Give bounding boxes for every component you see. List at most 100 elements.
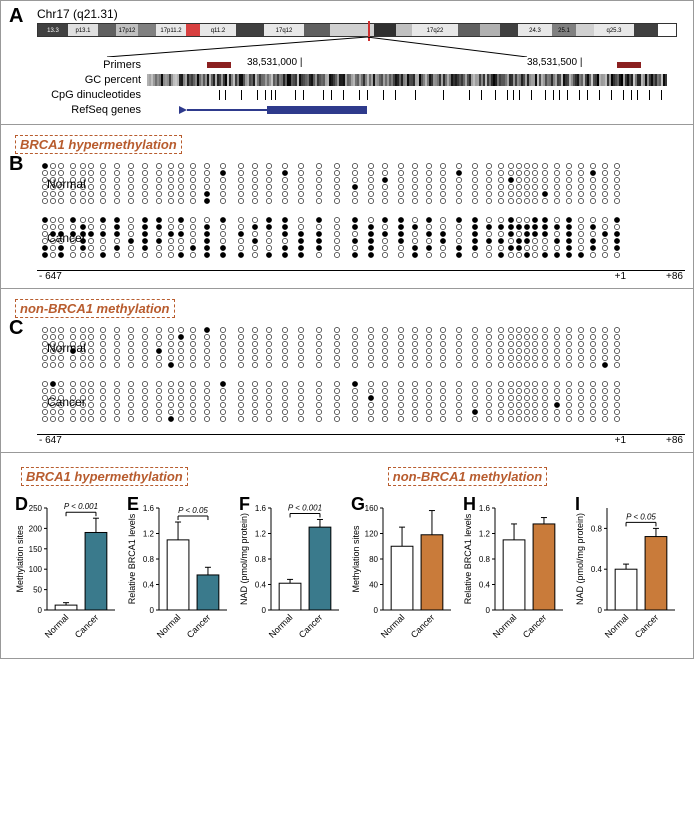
cpg-tick — [225, 90, 226, 100]
bar-chart-svg: 0 0.4 0.8 1.2 1.6 Relative BRCA1 levels … — [461, 494, 569, 644]
svg-text:0.4: 0.4 — [143, 581, 155, 590]
cpg-tick — [295, 90, 296, 100]
lollipop-group-label: Normal — [47, 177, 86, 191]
ideogram: 13.3p13.117p1217p11.2q11.217q1217q2224.3… — [37, 23, 677, 37]
cpg-tick — [303, 90, 304, 100]
cpg-tick — [257, 90, 258, 100]
cpg-tick — [343, 90, 344, 100]
cpg-tick — [567, 90, 568, 100]
bar-panel-D: D 0 50 100 150 200 250 P < 0.001 — [13, 494, 121, 644]
cpg-tick — [415, 90, 416, 100]
cpg-tick — [241, 90, 242, 100]
cpg-tick — [323, 90, 324, 100]
svg-text:Cancer: Cancer — [297, 612, 325, 640]
svg-text:0: 0 — [262, 606, 267, 615]
ideogram-band: 17q22 — [412, 24, 458, 36]
svg-text:50: 50 — [33, 586, 42, 595]
svg-text:1.2: 1.2 — [143, 530, 155, 539]
svg-text:1.2: 1.2 — [255, 530, 267, 539]
cpg-tick — [649, 90, 650, 100]
ideogram-band — [396, 24, 412, 36]
coord-label: 38,531,000 | — [247, 57, 302, 68]
ideogram-band — [458, 24, 480, 36]
lollipop-svg — [37, 326, 637, 372]
cpg-tick — [383, 90, 384, 100]
svg-text:200: 200 — [29, 524, 43, 533]
svg-text:120: 120 — [365, 530, 379, 539]
section-title-c: non-BRCA1 methylation — [15, 299, 175, 318]
cpg-tick — [559, 90, 560, 100]
bar-panel-label: D — [15, 494, 28, 515]
lollipop-axis: - 647+1+86 — [37, 434, 685, 446]
ideogram-band — [634, 24, 658, 36]
gc-track: GC percent — [37, 73, 685, 87]
zoom-lines — [37, 37, 677, 57]
svg-text:Cancer: Cancer — [409, 612, 437, 640]
ideogram-band: 17p11.2 — [156, 24, 186, 36]
svg-text:0: 0 — [374, 606, 379, 615]
primers-label: Primers — [37, 59, 147, 71]
svg-text:0.4: 0.4 — [479, 581, 491, 590]
ideogram-band: 13.3 — [38, 24, 68, 36]
ideogram-band — [480, 24, 500, 36]
cpg-tick — [661, 90, 662, 100]
ideogram-band — [138, 24, 156, 36]
svg-text:1.2: 1.2 — [479, 530, 491, 539]
svg-text:0: 0 — [38, 606, 43, 615]
cpg-tick — [531, 90, 532, 100]
ideogram-band: q11.2 — [200, 24, 236, 36]
svg-text:P < 0.05: P < 0.05 — [178, 506, 208, 515]
svg-text:NAD (pmol/mg protein): NAD (pmol/mg protein) — [239, 513, 249, 605]
cpg-tick — [637, 90, 638, 100]
bar-panel-I: I 0 0.4 0.8 P < 0.05 NAD (pmol/mg protei… — [573, 494, 681, 644]
section-title-b: BRCA1 hypermethylation — [15, 135, 182, 154]
svg-text:P < 0.001: P < 0.001 — [64, 502, 98, 511]
gene-thick — [267, 106, 367, 114]
svg-text:1.6: 1.6 — [479, 504, 491, 513]
svg-text:Relative BRCA1 levels: Relative BRCA1 levels — [127, 513, 137, 604]
svg-text:NAD (pmol/mg protein): NAD (pmol/mg protein) — [575, 513, 585, 605]
right-primer — [617, 62, 641, 68]
cpg-tick — [331, 90, 332, 100]
ideogram-band: p13.1 — [68, 24, 98, 36]
ideogram-band — [98, 24, 116, 36]
gene-thin — [187, 109, 267, 111]
bar-chart-svg: 0 0.4 0.8 1.2 1.6 P < 0.001 NAD (pmol/mg… — [237, 494, 345, 644]
svg-text:0: 0 — [150, 606, 155, 615]
bar-chart-svg: 0 0.4 0.8 P < 0.05 NAD (pmol/mg protein)… — [573, 494, 681, 644]
lollipop-group-label: Cancer — [47, 395, 86, 409]
lollipop-group-label: Cancer — [47, 231, 86, 245]
svg-text:Cancer: Cancer — [521, 612, 549, 640]
ideogram-band — [500, 24, 518, 36]
svg-text:0.8: 0.8 — [255, 555, 267, 564]
cpg-tick — [513, 90, 514, 100]
bar-panel-label: G — [351, 494, 365, 515]
svg-text:0: 0 — [598, 606, 603, 615]
svg-text:0.8: 0.8 — [591, 524, 603, 533]
lollipop-svg — [37, 380, 637, 426]
cpg-tick — [265, 90, 266, 100]
lollipop-b: NormalCancer- 647+1+86 — [37, 162, 685, 282]
svg-text:Methylation sites: Methylation sites — [351, 525, 361, 593]
cpg-tick — [395, 90, 396, 100]
panel-a-label: A — [9, 5, 23, 28]
chromosome-label: Chr17 (q21.31) — [37, 7, 685, 21]
ideogram-band — [576, 24, 594, 36]
svg-text:Cancer: Cancer — [633, 612, 661, 640]
cpg-tick — [481, 90, 482, 100]
cpg-tick — [507, 90, 508, 100]
bar-panel-label: I — [575, 494, 580, 515]
bar-panel-label: F — [239, 494, 250, 515]
lollipop-svg — [37, 162, 637, 208]
bar-section2-title: non-BRCA1 methylation — [388, 467, 548, 486]
ideogram-band: q25.3 — [594, 24, 634, 36]
svg-text:1.6: 1.6 — [143, 504, 155, 513]
cpg-tick — [275, 90, 276, 100]
svg-text:150: 150 — [29, 545, 43, 554]
cpg-tick — [495, 90, 496, 100]
cpg-tick — [367, 90, 368, 100]
cpg-tick — [219, 90, 220, 100]
svg-text:250: 250 — [29, 504, 43, 513]
svg-text:Normal: Normal — [491, 612, 519, 640]
ideogram-band: 25.1 — [552, 24, 576, 36]
